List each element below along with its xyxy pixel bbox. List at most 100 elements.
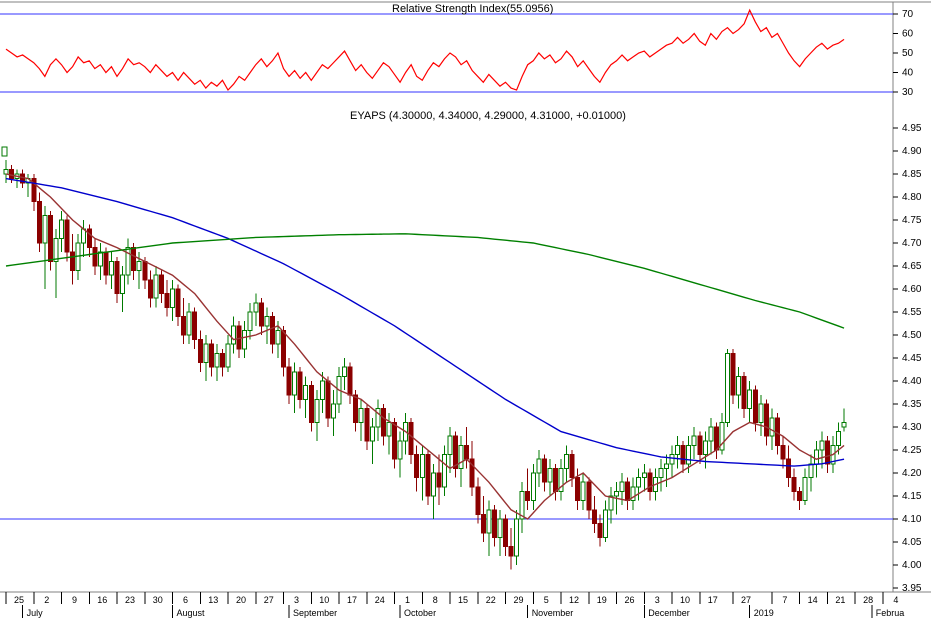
candle-body [824,440,830,465]
x-week-label: 24 [375,595,385,605]
candle-body [597,523,603,538]
candle-body [203,343,209,364]
candle-body [97,251,103,267]
candle-body [147,279,153,299]
candle-body [375,408,381,428]
candle-body [225,343,231,368]
candle-body [491,509,497,538]
candle-body [503,518,508,548]
price-ylabel: 4.45 [902,353,922,364]
candle-body [342,366,348,377]
candle-body [303,385,309,400]
price-ylabel: 3.95 [902,583,922,594]
candle-body [530,472,536,502]
candle-body [292,371,298,396]
candle-body [59,219,64,239]
candle-body [158,274,164,295]
candle-body [769,417,775,437]
candle-body [813,449,819,465]
price-ylabel: 4.25 [902,445,922,456]
candle-body [3,168,9,175]
candle-body [702,440,708,456]
x-week-label: 5 [544,595,549,605]
ma-medium-line [5,177,845,467]
candle-body [208,343,214,368]
candle-body [663,463,669,469]
candle-body [269,316,275,345]
candle-body [392,421,397,460]
candle-body [441,454,447,488]
candle-body [736,375,742,396]
candle-body [9,168,15,180]
x-week-label: 3 [655,595,660,605]
price-ylabel: 4.05 [902,537,922,548]
candle-body [170,288,175,308]
rsi-ylabel: 70 [902,9,914,20]
x-month-label: September [293,608,337,618]
candle-body [64,219,70,253]
rsi-ylabel: 40 [902,68,914,79]
candle-body [691,435,697,446]
candle-body [447,435,453,456]
candle-body [458,444,464,469]
candle-body [47,214,53,262]
candle-body [475,486,481,515]
price-ylabel: 4.00 [902,560,922,571]
candle-body [786,458,792,479]
candle-body [319,380,325,400]
candle-body [841,421,847,428]
x-month-label: October [404,608,436,618]
rsi-ylabel: 30 [902,87,914,98]
candle-body [730,352,736,396]
x-week-label: 17 [347,595,357,605]
candle-body [486,509,492,534]
candle-body [747,389,753,410]
candle-body [453,435,459,469]
candle-body [242,329,248,350]
x-week-label: 3 [294,595,299,605]
candle-body [697,435,703,456]
price-ylabel: 4.70 [902,238,922,249]
candle-body [797,490,803,502]
candle-body [186,311,192,336]
candle-body [680,444,686,465]
x-week-label: 28 [863,595,873,605]
candle-body [36,201,42,244]
candle-body [436,472,442,488]
candle-body [641,472,647,479]
candle-body [358,408,364,423]
candle-body [181,316,187,336]
candle-body [819,440,825,451]
candle-body [408,421,414,456]
x-week-label: 9 [72,595,77,605]
candle-body [380,408,386,437]
x-week-label: 7 [782,595,787,605]
candle-body [752,389,758,423]
x-week-label: 13 [208,595,218,605]
price-panel-title: EYAPS (4.30000, 4.34000, 4.29000, 4.3100… [350,110,626,122]
candle-body [547,467,553,483]
price-ylabel: 4.10 [902,514,922,525]
candle-body [53,237,59,262]
candle-body [330,403,336,419]
candle-body [514,518,520,557]
x-week-label: 12 [569,595,579,605]
candle-body [247,311,253,331]
x-week-label: 30 [153,595,163,605]
candle-body [414,454,420,479]
candle-body [758,403,764,423]
start-of-data-marker [1,146,8,157]
candle-body [164,293,170,308]
x-week-label: 10 [319,595,329,605]
candle-body [214,352,220,368]
x-week-label: 20 [236,595,246,605]
candle-body [608,495,614,511]
candle-body [308,385,314,423]
x-week-label: 17 [708,595,718,605]
x-week-label: 14 [808,595,818,605]
candle-body [525,490,531,502]
candle-body [125,247,131,276]
price-ylabel: 4.85 [902,169,922,180]
